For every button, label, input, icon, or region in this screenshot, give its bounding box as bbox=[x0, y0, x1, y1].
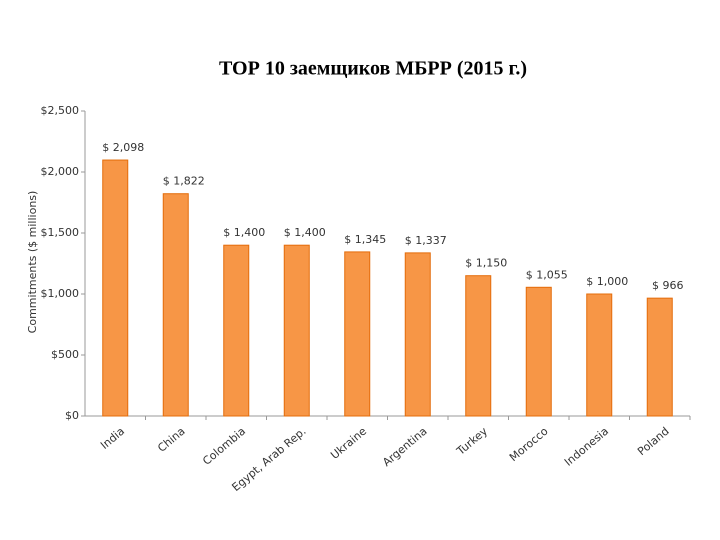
value-label: $ 1,400 bbox=[284, 226, 326, 239]
value-label: $ 1,150 bbox=[465, 257, 507, 270]
x-tick-label: China bbox=[155, 425, 187, 455]
bar bbox=[344, 251, 371, 417]
y-tick-label: $1,000 bbox=[41, 287, 80, 300]
bar bbox=[525, 286, 552, 417]
y-tick-label: $500 bbox=[51, 348, 79, 361]
y-tick-label: $0 bbox=[65, 409, 79, 422]
x-tick-label: Colombia bbox=[200, 425, 248, 468]
y-axis-label: Commitments ($ millions) bbox=[26, 191, 39, 334]
value-label: $ 1,345 bbox=[344, 233, 386, 246]
x-tick-label: Indonesia bbox=[562, 425, 611, 469]
bar bbox=[586, 293, 613, 417]
x-tick-label: Argentina bbox=[380, 425, 429, 469]
bar bbox=[223, 244, 250, 417]
bar bbox=[465, 275, 492, 417]
y-tick-label: $2,500 bbox=[41, 104, 80, 117]
y-tick-label: $2,000 bbox=[41, 165, 80, 178]
chart-title: ТОР 10 заемщиков МБРР (2015 г.) bbox=[219, 58, 527, 80]
bar bbox=[162, 193, 189, 417]
value-label: $ 1,000 bbox=[586, 275, 628, 288]
y-tick-label: $1,500 bbox=[41, 226, 80, 239]
value-label: $ 1,055 bbox=[526, 268, 568, 281]
value-label: $ 966 bbox=[652, 279, 684, 292]
value-label: $ 1,822 bbox=[163, 175, 205, 188]
bar bbox=[102, 159, 129, 417]
value-label: $ 1,400 bbox=[223, 226, 265, 239]
x-tick-label: Turkey bbox=[454, 424, 491, 458]
value-label: $ 1,337 bbox=[405, 234, 447, 247]
bar bbox=[646, 297, 673, 417]
x-tick-label: Ukraine bbox=[328, 424, 369, 461]
value-label: $ 2,098 bbox=[102, 141, 144, 154]
x-tick-label: India bbox=[98, 425, 127, 452]
x-tick-label: Morocco bbox=[507, 424, 551, 464]
bar bbox=[404, 252, 431, 417]
x-tick-label: Poland bbox=[635, 425, 671, 459]
bar bbox=[283, 244, 310, 417]
